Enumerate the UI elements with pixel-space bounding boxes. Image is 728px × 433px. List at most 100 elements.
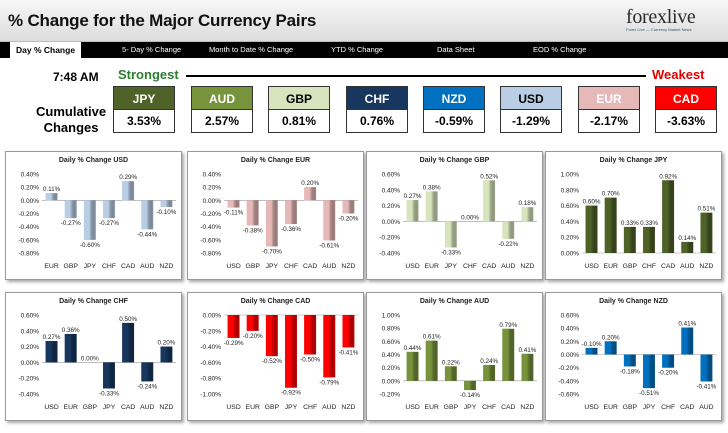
y-tick-label: 0.20% xyxy=(561,235,580,242)
bar-shade xyxy=(45,193,58,201)
chart-title: Daily % Change CHF xyxy=(59,298,128,305)
x-tick-label: CHF xyxy=(102,263,116,270)
x-tick-label: EUR xyxy=(64,404,78,411)
x-tick-label: USD xyxy=(405,404,419,411)
data-label: 0.41% xyxy=(678,321,696,328)
time-label: 7:48 AM xyxy=(53,70,99,84)
currency-box-chf: CHF 0.76% xyxy=(346,86,408,133)
bar-shade xyxy=(681,327,694,355)
bar-shade xyxy=(604,197,617,253)
y-tick-label: -0.20% xyxy=(18,211,39,218)
bar-shade xyxy=(444,221,457,248)
x-tick-label: AUD xyxy=(680,263,694,270)
data-label: 0.44% xyxy=(404,345,422,352)
currency-code: GBP xyxy=(268,86,330,110)
chart-svg: 1.00%0.80%0.60%0.40%0.20%0.00%0.60%USD0.… xyxy=(561,172,716,270)
y-tick-label: 0.20% xyxy=(203,185,222,192)
data-label: -0.22% xyxy=(498,241,518,248)
y-tick-label: -0.40% xyxy=(18,224,39,231)
x-tick-label: USD xyxy=(226,263,240,270)
x-tick-label: JPY xyxy=(285,404,298,411)
chart-panel-gbp: Daily % Change GBP 0.60% 0.40% 0.20% 0.00% -0… xyxy=(366,151,543,280)
data-label: -0.92% xyxy=(281,390,301,397)
y-tick-label: 0.40% xyxy=(21,172,40,179)
data-label: -0.20% xyxy=(338,216,358,223)
bar-shade xyxy=(585,205,598,253)
bar-shade xyxy=(45,341,58,363)
y-tick-label: 0.60% xyxy=(21,313,40,320)
bar-shade xyxy=(265,315,278,357)
bar-shade xyxy=(227,200,240,208)
data-label: -0.50% xyxy=(300,357,320,364)
chart-panel-usd: Daily % Change USD 0.40% 0.20% 0.00% -0.20% -… xyxy=(5,151,182,280)
chart-title: Daily % Change CAD xyxy=(240,298,311,305)
data-label: 0.33% xyxy=(640,220,658,227)
tab-eod-change[interactable]: EOD % Change xyxy=(533,45,587,54)
data-label: -0.41% xyxy=(338,349,358,356)
data-label: -0.10% xyxy=(582,341,602,348)
y-tick-label: -0.80% xyxy=(200,376,221,383)
y-tick-label: 0.00% xyxy=(21,360,40,367)
x-tick-label: EUR xyxy=(425,263,439,270)
data-label: -0.20% xyxy=(658,370,678,377)
bar-shade xyxy=(643,354,655,389)
data-label: -0.79% xyxy=(319,379,339,386)
y-tick-label: 0.00% xyxy=(203,198,222,205)
title-bar: % Change for the Major Currency Pairs fo… xyxy=(0,0,728,42)
data-label: -0.33% xyxy=(441,249,461,256)
chart-svg: 1.00% 0.80% 0.60% 0.40% 0.20% 0.00% -0.20% 0.44… xyxy=(379,313,537,411)
tab-ytd-change[interactable]: YTD % Change xyxy=(331,45,384,54)
x-tick-label: AUD xyxy=(140,263,154,270)
currency-code: USD xyxy=(500,86,562,110)
data-label: 0.00% xyxy=(461,214,479,221)
bar-shade xyxy=(406,351,419,381)
data-label: 0.36% xyxy=(62,327,80,334)
x-tick-label: GBP xyxy=(64,263,79,270)
x-tick-label: USD xyxy=(226,404,240,411)
tab-month-to-date-change[interactable]: Month to Date % Change xyxy=(209,45,294,54)
data-label: -0.10% xyxy=(156,209,176,216)
forexlive-logo[interactable]: forexlive Forex Live — Currency Market N… xyxy=(626,6,714,36)
tab-data-sheet[interactable]: Data Sheet xyxy=(437,45,475,54)
y-tick-label: -0.60% xyxy=(558,392,579,399)
tab-5-day-change[interactable]: 5- Day % Change xyxy=(122,45,182,54)
y-tick-label: -0.40% xyxy=(379,251,400,258)
data-label: 0.79% xyxy=(499,322,517,329)
x-tick-label: GBP xyxy=(444,404,459,411)
bar-shade xyxy=(502,221,515,239)
x-tick-label: AUD xyxy=(322,263,336,270)
bar-shade xyxy=(141,362,154,382)
currency-code: CAD xyxy=(655,86,717,110)
data-label: -0.33% xyxy=(99,390,119,397)
data-label: 0.24% xyxy=(480,358,498,365)
chart-svg: 0.40% 0.20% 0.00% -0.20% -0.40% -0.60% -0.80% 0… xyxy=(18,172,176,271)
tab-day-change[interactable]: Day % Change xyxy=(10,42,82,58)
chart-panel-cad: Daily % Change CAD 0.00% -0.20% -0.40% -0.60… xyxy=(187,292,364,421)
currency-box-cad: CAD -3.63% xyxy=(655,86,717,133)
data-label: 0.38% xyxy=(423,184,441,191)
x-tick-label: GBP xyxy=(83,404,98,411)
data-label: 0.00% xyxy=(81,355,99,362)
x-tick-label: EUR xyxy=(604,263,618,270)
data-label: 0.50% xyxy=(119,316,137,323)
y-tick-label: 0.20% xyxy=(21,344,40,351)
bar-shade xyxy=(227,315,240,338)
y-tick-label: 1.00% xyxy=(382,313,401,320)
data-label: -0.61% xyxy=(319,242,339,249)
x-tick-label: EUR xyxy=(604,404,618,411)
chart-title: Daily % Change EUR xyxy=(240,157,311,164)
chart-svg: 0.40% 0.20% 0.00% -0.20% -0.40% -0.60% -0.80% -… xyxy=(200,172,358,271)
bar-shade xyxy=(103,200,115,219)
currency-box-aud: AUD 2.57% xyxy=(191,86,253,133)
currency-box-gbp: GBP 0.81% xyxy=(268,86,330,133)
currency-box-jpy: JPY 3.53% xyxy=(113,86,175,133)
data-label: -0.70% xyxy=(262,248,282,255)
x-tick-label: CHF xyxy=(482,404,496,411)
x-tick-label: CHF xyxy=(303,404,317,411)
x-tick-label: CAD xyxy=(501,404,515,411)
y-tick-label: -0.60% xyxy=(200,360,221,367)
bar-shade xyxy=(304,315,317,355)
x-tick-label: GBP xyxy=(246,263,261,270)
y-tick-label: 0.60% xyxy=(561,313,580,320)
data-label: 0.61% xyxy=(423,334,441,341)
